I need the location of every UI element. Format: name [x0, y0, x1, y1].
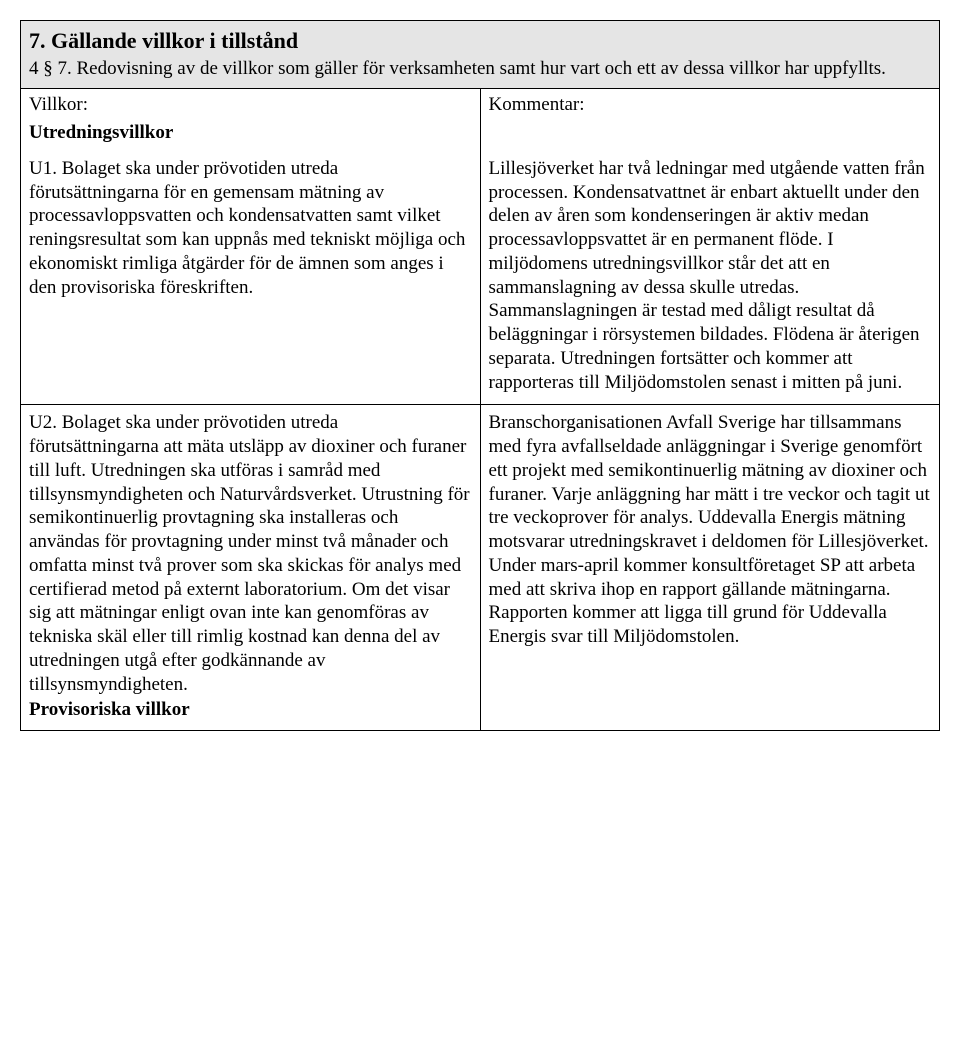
- kommentar-text: Lillesjöverket har två ledningar med utg…: [489, 157, 932, 395]
- header-row: 7. Gällande villkor i tillstånd 4 § 7. R…: [21, 21, 940, 89]
- subheading-row: Utredningsvillkor: [21, 119, 940, 151]
- kommentar-cell: Branschorganisationen Avfall Sverige har…: [480, 405, 940, 731]
- villkor-text: U1. Bolaget ska under prövotiden utreda …: [29, 157, 472, 300]
- column-label-row: Villkor: Kommentar:: [21, 89, 940, 119]
- villkor-cell: U1. Bolaget ska under prövotiden utreda …: [21, 151, 481, 405]
- provisoriska-label: Provisoriska villkor: [29, 698, 472, 722]
- section-title: 7. Gällande villkor i tillstånd: [29, 27, 931, 55]
- conditions-table: 7. Gällande villkor i tillstånd 4 § 7. R…: [20, 20, 940, 731]
- table-row: U1. Bolaget ska under prövotiden utreda …: [21, 151, 940, 405]
- label-right: Kommentar:: [480, 89, 940, 119]
- label-left: Villkor:: [21, 89, 481, 119]
- kommentar-text: Branschorganisationen Avfall Sverige har…: [489, 411, 932, 649]
- table-row: U2. Bolaget ska under prövotiden utreda …: [21, 405, 940, 731]
- villkor-text: U2. Bolaget ska under prövotiden utreda …: [29, 411, 472, 696]
- villkor-cell: U2. Bolaget ska under prövotiden utreda …: [21, 405, 481, 731]
- subheading: Utredningsvillkor: [21, 119, 481, 151]
- kommentar-cell: Lillesjöverket har två ledningar med utg…: [480, 151, 940, 405]
- section-subtitle: 4 § 7. Redovisning av de villkor som gäl…: [29, 57, 931, 81]
